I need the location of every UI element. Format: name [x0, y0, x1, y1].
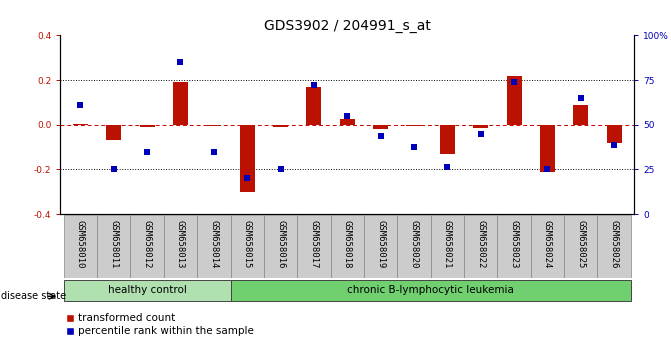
Bar [464, 215, 497, 278]
Text: GSM658014: GSM658014 [209, 220, 218, 268]
Text: GSM658021: GSM658021 [443, 220, 452, 268]
Point [609, 142, 619, 148]
Text: GSM658022: GSM658022 [476, 220, 485, 268]
Bar [607, 125, 621, 143]
Bar [197, 215, 231, 278]
Legend: transformed count, percentile rank within the sample: transformed count, percentile rank withi… [66, 313, 254, 336]
Point [109, 167, 119, 172]
Text: GSM658015: GSM658015 [243, 220, 252, 268]
Bar [407, 125, 421, 126]
Bar [173, 82, 188, 125]
Bar [231, 215, 264, 278]
Point [175, 59, 186, 65]
Title: GDS3902 / 204991_s_at: GDS3902 / 204991_s_at [264, 19, 431, 33]
Bar [340, 119, 355, 125]
Bar [297, 215, 331, 278]
Bar [164, 215, 197, 278]
Text: GSM658025: GSM658025 [576, 220, 585, 268]
Bar [231, 280, 631, 302]
Text: disease state: disease state [1, 291, 66, 301]
Text: GSM658024: GSM658024 [543, 220, 552, 268]
Point [542, 167, 553, 172]
Text: healthy control: healthy control [107, 285, 187, 295]
Text: GSM658019: GSM658019 [376, 220, 385, 268]
Point [242, 176, 252, 181]
Bar [540, 125, 555, 172]
Text: GSM658018: GSM658018 [343, 220, 352, 268]
Point [142, 149, 152, 154]
Text: GSM658020: GSM658020 [409, 220, 419, 268]
Bar [64, 280, 231, 302]
Bar [73, 124, 88, 125]
Bar [497, 215, 531, 278]
Bar [364, 215, 397, 278]
Text: chronic B-lymphocytic leukemia: chronic B-lymphocytic leukemia [347, 285, 514, 295]
Bar [97, 215, 130, 278]
Bar [431, 215, 464, 278]
Point [275, 167, 286, 172]
Point [575, 95, 586, 101]
Text: GSM658016: GSM658016 [276, 220, 285, 268]
Bar [531, 215, 564, 278]
Bar [373, 125, 388, 129]
Bar [440, 125, 455, 154]
Bar [140, 125, 154, 127]
Bar [397, 215, 431, 278]
Point [509, 80, 519, 85]
Text: GSM658012: GSM658012 [143, 220, 152, 268]
Point [409, 144, 419, 150]
Bar [130, 215, 164, 278]
Bar [240, 125, 255, 192]
Bar [597, 215, 631, 278]
Point [475, 131, 486, 137]
Point [209, 149, 219, 154]
Bar [206, 125, 221, 126]
Text: GSM658010: GSM658010 [76, 220, 85, 268]
Bar [307, 87, 321, 125]
Bar [573, 105, 588, 125]
Bar [331, 215, 364, 278]
Bar [473, 125, 488, 128]
Bar [264, 215, 297, 278]
Point [342, 113, 353, 119]
Point [75, 102, 86, 108]
Text: GSM658026: GSM658026 [609, 220, 619, 268]
Point [442, 164, 453, 170]
Point [309, 82, 319, 87]
Bar [507, 76, 521, 125]
Text: GSM658011: GSM658011 [109, 220, 118, 268]
Text: GSM658017: GSM658017 [309, 220, 318, 268]
Bar [564, 215, 597, 278]
Text: GSM658013: GSM658013 [176, 220, 185, 268]
Text: GSM658023: GSM658023 [509, 220, 519, 268]
Point [375, 133, 386, 139]
Bar [273, 125, 288, 127]
Bar [64, 215, 97, 278]
Bar [106, 125, 121, 141]
